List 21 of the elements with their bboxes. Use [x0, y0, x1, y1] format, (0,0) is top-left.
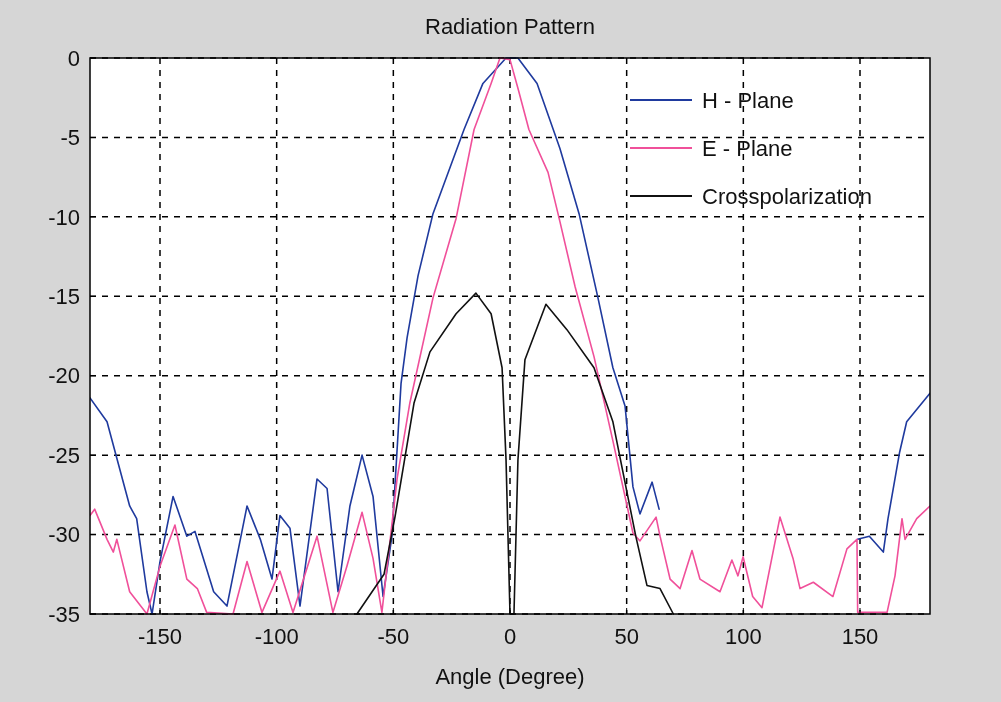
x-tick-label: 50 [614, 624, 639, 649]
y-tick-label: -15 [48, 283, 80, 309]
legend-label: Crosspolarization [702, 183, 872, 209]
legend-label: H - Plane [702, 87, 794, 113]
chart-title: Radiation Pattern [425, 14, 595, 39]
y-tick-label: -20 [48, 363, 80, 389]
legend-label: E - Plane [702, 135, 793, 161]
x-tick-label: 0 [503, 624, 517, 649]
line-series [356, 292, 675, 615]
y-tick-label: -5 [60, 125, 80, 151]
x-tick-label: -100 [254, 624, 299, 649]
x-tick-label: -50 [377, 624, 410, 649]
y-tick-label: -30 [48, 522, 80, 548]
y-tick-label: -25 [48, 442, 80, 468]
y-tick-label: -35 [48, 601, 80, 627]
x-tick-label: -150 [137, 624, 183, 649]
x-tick-label: 100 [724, 624, 762, 649]
x-axis-title: Angle (Degree) [435, 664, 585, 689]
y-tick-label: 0 [67, 45, 80, 71]
x-tick-label: 150 [841, 624, 879, 649]
y-tick-label: -10 [48, 204, 80, 230]
